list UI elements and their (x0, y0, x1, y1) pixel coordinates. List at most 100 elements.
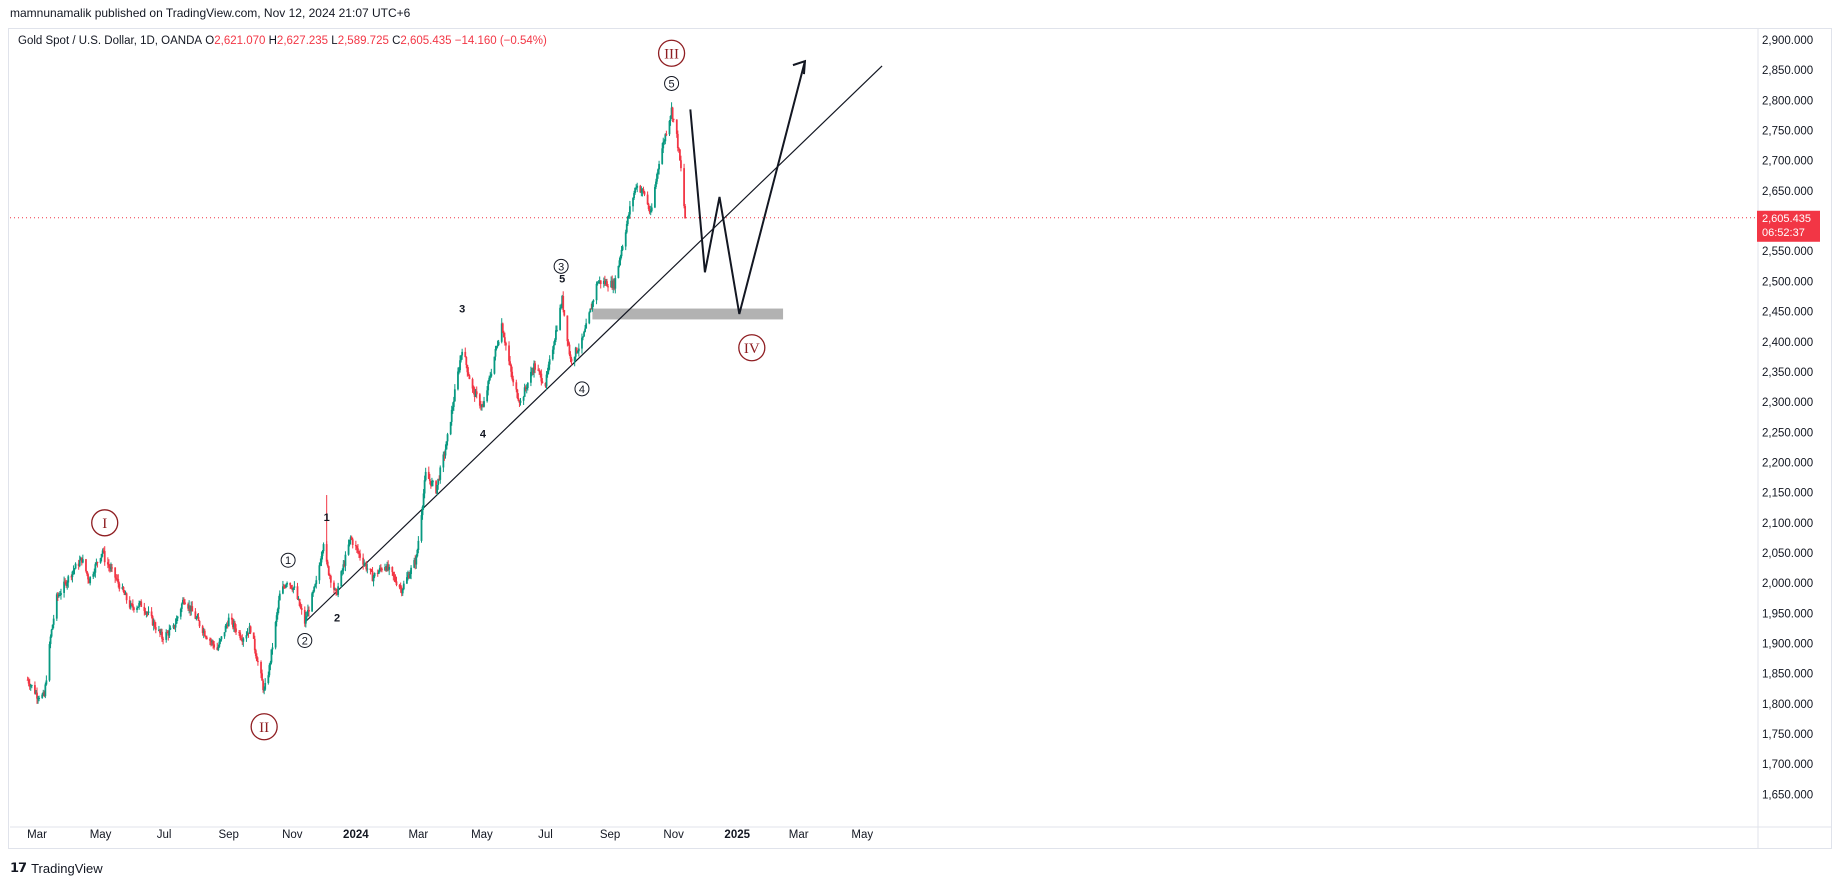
projection-path[interactable] (689, 60, 806, 315)
footer-brand[interactable]: 𝟭𝟳 TradingView (10, 860, 103, 876)
candle-body (225, 624, 228, 626)
candles[interactable] (26, 102, 687, 704)
candle-body (37, 698, 39, 700)
wave-degree-label[interactable]: I (91, 509, 119, 537)
wave-label[interactable]: 2 (334, 613, 340, 625)
candle (139, 600, 142, 606)
candle (290, 584, 293, 589)
candle (212, 639, 214, 649)
candle (501, 322, 504, 334)
candle-body (429, 480, 432, 486)
candle-body (136, 607, 138, 610)
candle-body (211, 641, 213, 643)
candle-body (432, 481, 434, 483)
wave-label[interactable]: 5 (559, 273, 565, 285)
wave-degree-label[interactable]: III (657, 39, 686, 67)
candle-body (401, 589, 404, 594)
candle-body (297, 598, 300, 600)
candle (509, 356, 511, 367)
candle-body (509, 361, 511, 365)
candle-body (464, 351, 467, 358)
price-axis[interactable]: 2,900.000 2,850.000 2,800.000 2,750.000 2,70… (1762, 35, 1813, 801)
candle (650, 203, 653, 213)
wave-label[interactable]: 1 (324, 512, 330, 524)
candle-body (468, 375, 471, 380)
candle (392, 571, 395, 581)
candle (407, 570, 409, 581)
candle (154, 622, 157, 634)
candle-body (140, 601, 143, 607)
candle (114, 567, 117, 583)
candle (474, 388, 477, 398)
candle (560, 303, 563, 310)
candle (625, 220, 628, 234)
candle (160, 628, 162, 636)
candle-body (72, 570, 75, 572)
candle-body (553, 339, 556, 346)
candle-body (511, 371, 514, 379)
candle (167, 630, 170, 641)
wave-circled-label[interactable]: 4 (574, 381, 590, 397)
candle-body (590, 308, 593, 310)
candle-body (577, 348, 580, 352)
wave-circled-label[interactable]: 3 (553, 258, 569, 274)
candle (173, 624, 176, 630)
candle (493, 356, 496, 375)
candle (133, 606, 135, 613)
candle (445, 441, 448, 450)
candle (286, 581, 288, 588)
candle-body (326, 561, 329, 567)
candle (393, 571, 396, 583)
candle (545, 371, 548, 390)
candle (328, 573, 331, 580)
candle (641, 188, 644, 197)
candle (588, 311, 591, 325)
candle (87, 572, 89, 584)
candle-body (502, 332, 505, 338)
candle (42, 689, 45, 696)
last-price-badge[interactable]: 2,605.435 06:52:37 (1757, 210, 1820, 242)
wave-label[interactable]: 4 (480, 428, 487, 440)
candle (70, 574, 73, 581)
wave-circled-label[interactable]: 1 (280, 552, 296, 568)
candle (334, 587, 336, 591)
candle-body (668, 120, 671, 135)
trendline[interactable] (304, 65, 883, 623)
candle (552, 341, 555, 355)
publisher-line: mamnunamalik published on TradingView.co… (10, 6, 411, 20)
wave-label[interactable]: 3 (459, 304, 465, 316)
wave-circled-label[interactable]: 5 (664, 75, 680, 91)
candle (336, 588, 338, 596)
high-label: H (268, 35, 277, 47)
candle-body (167, 632, 170, 636)
candle (94, 562, 97, 578)
candle-body (675, 119, 678, 134)
support-zone[interactable] (592, 308, 784, 320)
time-axis[interactable]: Mar May Jul Sep Nov 2024 Mar May Jul Sep Nov 2025 Ma… (27, 829, 873, 841)
wave-circled-label[interactable]: 2 (297, 632, 313, 648)
candle-body (262, 680, 265, 691)
candle-body (359, 553, 361, 558)
wave-degree-label[interactable]: II (250, 713, 278, 741)
candle (522, 395, 525, 406)
candle-body (363, 563, 366, 565)
candle (515, 379, 518, 393)
candle-body (399, 587, 402, 589)
candle (523, 383, 526, 397)
wave-degree-label[interactable]: IV (738, 334, 766, 362)
roman-circle (657, 39, 686, 67)
candle (181, 597, 184, 605)
candle (373, 572, 376, 579)
candle (79, 556, 82, 561)
candle-body (99, 558, 102, 563)
candle-body (366, 568, 369, 570)
candle-body (124, 593, 127, 595)
candle-body (278, 593, 281, 601)
candle (657, 168, 659, 179)
candle-body (516, 389, 519, 398)
candle-body (576, 351, 579, 353)
candle (96, 561, 99, 568)
candle (252, 632, 255, 639)
candle-body (89, 576, 92, 584)
